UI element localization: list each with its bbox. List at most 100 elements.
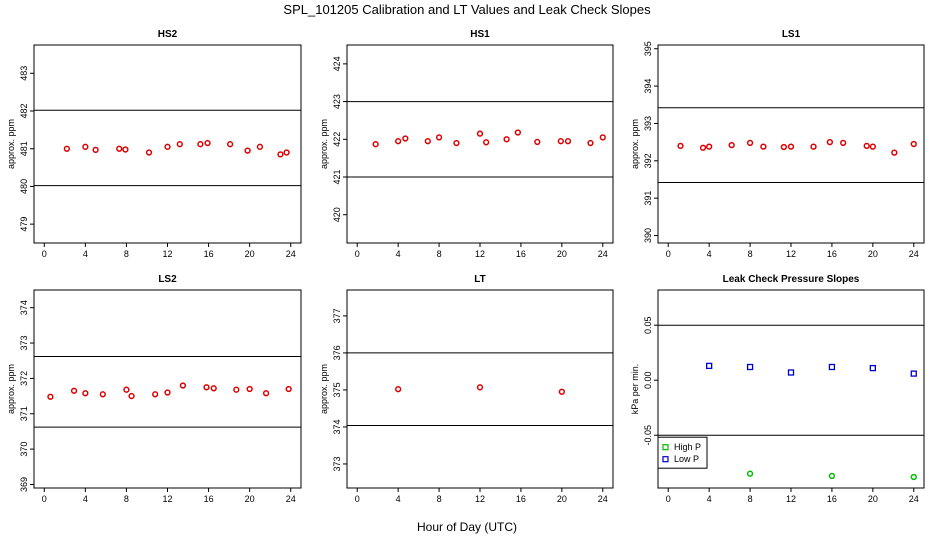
y-tick-label: 394 [643, 79, 653, 94]
data-point-ls2 [99, 391, 106, 398]
data-point-ls2 [47, 393, 54, 400]
y-axis-label: kPa per min. [630, 364, 640, 415]
x-tick-label: 20 [557, 249, 567, 259]
data-point-hs1 [587, 139, 594, 147]
data-point-high-p [746, 470, 754, 477]
y-tick-label: 424 [332, 56, 342, 71]
data-point-hs2 [164, 143, 171, 150]
panel-title: LS2 [158, 274, 177, 285]
y-axis-label: approx. ppm [630, 119, 640, 169]
y-tick-label: 374 [332, 419, 342, 434]
x-tick-label: 24 [909, 249, 919, 259]
y-tick-label: 480 [19, 179, 29, 194]
data-point-hs2 [116, 145, 123, 152]
data-point-low-p [787, 369, 795, 376]
y-tick-label: 483 [19, 66, 29, 81]
figure-title: SPL_101205 Calibration and LT Values and… [283, 2, 651, 17]
data-point-hs1 [435, 134, 443, 141]
data-point-low-p [828, 363, 836, 371]
y-tick-label: 0.05 [643, 316, 653, 334]
x-tick-label: 4 [83, 249, 88, 259]
panel-title: LS1 [782, 29, 801, 40]
x-tick-label: 16 [204, 494, 214, 504]
y-tick-label: 376 [332, 345, 342, 360]
x-tick-label: 4 [396, 494, 401, 504]
x-tick-label: 16 [516, 494, 526, 504]
x-axis-label: Hour of Day (UTC) [417, 520, 517, 534]
data-point-lt [558, 388, 565, 395]
data-point-hs2 [283, 149, 290, 156]
data-point-lt [476, 384, 484, 391]
legend-box [657, 436, 708, 469]
data-point-ls1 [840, 139, 847, 147]
x-tick-label: 4 [83, 494, 88, 504]
legend: High P Low P [657, 436, 708, 469]
x-tick-label: 20 [557, 494, 567, 504]
data-point-ls2 [285, 385, 292, 393]
y-tick-label: 375 [332, 382, 342, 397]
x-tick-label: 8 [748, 249, 753, 259]
panel-ls1: LS1 0 4 8 12 16 20 24 390 391 392 393 394 395 approx. … [630, 29, 925, 259]
y-axis-label: approx. ppm [319, 364, 329, 414]
y-tick-label: 373 [332, 456, 342, 471]
data-point-hs2 [92, 146, 99, 153]
data-point-hs1 [482, 139, 490, 146]
data-point-hs1 [503, 136, 510, 143]
data-point-hs2 [226, 141, 234, 148]
y-tick-label: 391 [643, 191, 653, 206]
data-point-ls1 [891, 149, 898, 156]
data-point-hs1 [564, 138, 572, 145]
data-point-lt [395, 386, 402, 393]
data-point-ls2 [123, 386, 130, 393]
data-point-hs1 [557, 138, 564, 145]
y-tick-label: 393 [643, 116, 653, 131]
x-tick-label: 20 [868, 494, 878, 504]
plot-frame [346, 44, 614, 244]
data-point-ls1 [677, 142, 684, 150]
x-tick-label: 0 [355, 494, 360, 504]
panel-ls2: LS2 0 4 8 12 16 20 24 369 370 371 372 373 374 approx. … [6, 274, 302, 504]
x-tick-label: 12 [475, 249, 485, 259]
data-point-ls1 [826, 138, 834, 146]
y-tick-label: 369 [19, 477, 29, 492]
x-tick-label: 8 [437, 494, 442, 504]
data-point-hs1 [514, 129, 522, 136]
data-point-hs1 [599, 134, 606, 141]
data-point-ls1 [780, 143, 787, 151]
x-tick-label: 16 [827, 494, 837, 504]
data-point-hs1 [395, 138, 402, 145]
y-tick-label: 392 [643, 153, 653, 168]
y-tick-label: 482 [19, 103, 29, 118]
y-tick-label: 377 [332, 308, 342, 323]
data-point-hs2 [204, 139, 211, 147]
x-tick-label: 24 [909, 494, 919, 504]
data-point-ls2 [164, 389, 171, 396]
panel-lt: LT 0 4 8 12 16 20 24 373 374 375 376 377 approx. ppm [319, 274, 614, 504]
y-tick-label: 481 [19, 141, 29, 156]
panel-title: HS1 [470, 29, 490, 40]
x-tick-label: 8 [748, 494, 753, 504]
x-tick-label: 24 [286, 249, 296, 259]
x-tick-label: 24 [286, 494, 296, 504]
data-point-hs2 [122, 146, 129, 153]
data-point-ls2 [203, 384, 210, 391]
y-tick-label: 421 [332, 169, 342, 184]
x-tick-label: 8 [124, 494, 129, 504]
data-point-hs1 [476, 130, 484, 137]
y-tick-label: 372 [19, 371, 29, 386]
data-point-ls2 [128, 392, 135, 400]
data-point-ls1 [728, 141, 735, 149]
data-point-ls1 [746, 139, 754, 147]
x-tick-label: 12 [162, 494, 172, 504]
x-tick-label: 0 [42, 494, 47, 504]
data-point-ls1 [869, 143, 876, 150]
x-tick-label: 4 [707, 494, 712, 504]
y-tick-label: -0.05 [643, 425, 653, 446]
data-point-ls2 [70, 387, 78, 394]
y-tick-label: 371 [19, 406, 29, 421]
data-point-ls2 [179, 382, 187, 389]
data-point-hs2 [277, 151, 284, 158]
data-point-ls2 [262, 390, 270, 397]
x-tick-label: 16 [204, 249, 214, 259]
data-point-ls1 [706, 143, 713, 150]
